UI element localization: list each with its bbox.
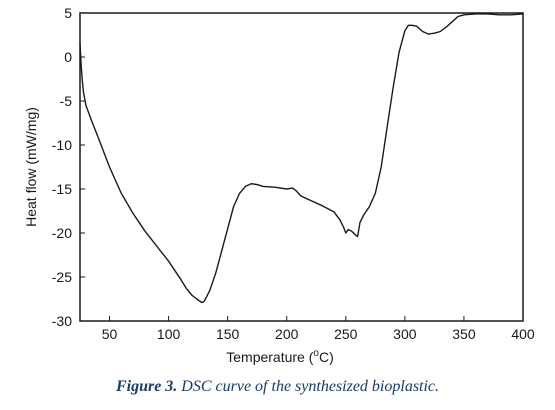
y-axis-title: Heat flow (mW/mg): [23, 107, 39, 227]
x-axis-ticks: 50 100 150 200 250 300 350 400: [102, 316, 535, 342]
y-axis-ticks: 5 0 -5 -10 -15 -20 -25 -30: [52, 5, 85, 329]
y-tick-label: 5: [64, 5, 72, 21]
y-tick-label: -25: [52, 269, 72, 285]
y-tick-label: 0: [64, 49, 72, 65]
y-tick-label: -5: [60, 93, 73, 109]
x-tick-label: 50: [102, 326, 118, 342]
figure-caption-label: Figure 3.: [115, 378, 178, 395]
y-tick-label: -30: [52, 313, 72, 329]
y-tick-label: -10: [52, 137, 72, 153]
x-tick-label: 300: [393, 326, 417, 342]
y-tick-label: -20: [52, 225, 72, 241]
y-tick-label: -15: [52, 181, 72, 197]
x-tick-label: 100: [157, 326, 181, 342]
plot-frame: [79, 12, 524, 322]
figure-caption-text: DSC curve of the synthesized bioplastic.: [181, 378, 440, 395]
x-tick-label: 200: [275, 326, 299, 342]
x-axis-title-sup: o: [313, 348, 319, 359]
x-axis-title-main: Temperature (: [226, 349, 313, 365]
x-tick-label: 150: [216, 326, 240, 342]
x-tick-label: 250: [334, 326, 358, 342]
series-line: [79, 13, 524, 304]
x-tick-label: 400: [511, 326, 535, 342]
x-tick-label: 350: [452, 326, 476, 342]
figure-caption: Figure 3. DSC curve of the synthesized b…: [0, 378, 555, 396]
x-axis-title-unit: C): [319, 349, 334, 365]
x-axis-title: Temperature (oC): [226, 348, 334, 365]
